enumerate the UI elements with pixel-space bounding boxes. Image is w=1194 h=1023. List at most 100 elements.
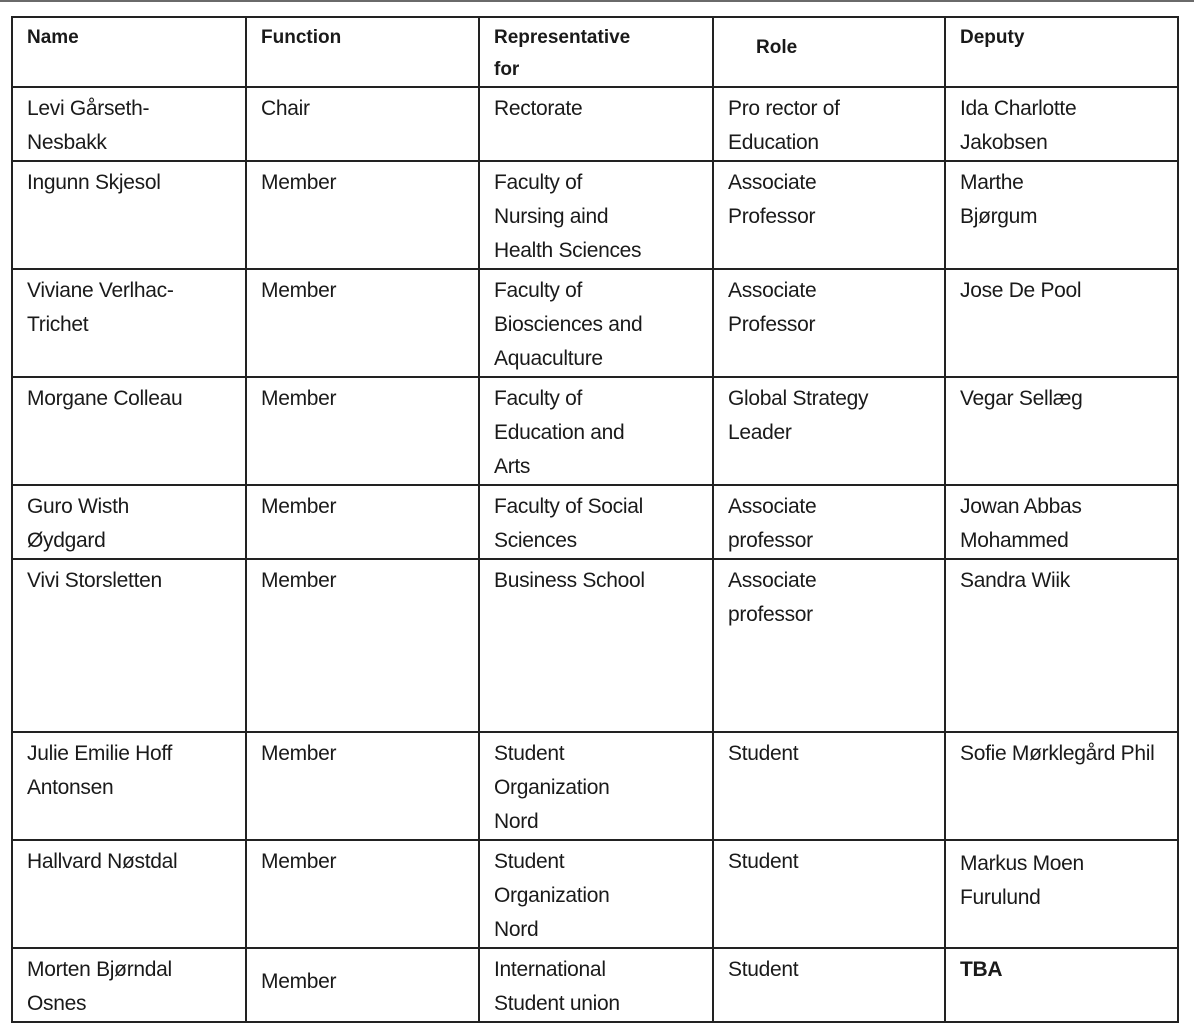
cell-text: Levi Gårseth- bbox=[27, 97, 150, 120]
cell-text: Organization bbox=[494, 884, 610, 907]
cell-name: Hallvard Nøstdal bbox=[11, 839, 247, 949]
cell-text: Professor bbox=[728, 313, 816, 336]
header-row: Name Function Representative for Role Deputy bbox=[11, 16, 1179, 88]
cell-text: professor bbox=[728, 603, 813, 626]
cell-text: Biosciences and bbox=[494, 313, 643, 336]
cell-text: Global Strategy bbox=[728, 387, 869, 410]
cell-text: Student bbox=[494, 742, 565, 765]
cell-representative-for: Faculty of Nursing aind Health Sciences bbox=[478, 160, 714, 270]
table-row: Vivi Storsletten Member Business School Ass… bbox=[11, 558, 1179, 733]
cell-text: Business School bbox=[494, 569, 645, 592]
column-header-function: Function bbox=[245, 16, 480, 88]
header-text: Deputy bbox=[960, 27, 1025, 48]
cell-text: Associate bbox=[728, 279, 817, 302]
cell-text: Professor bbox=[728, 205, 816, 228]
cell-text: Member bbox=[261, 850, 337, 873]
cell-text: Faculty of bbox=[494, 171, 583, 194]
cell-text: Rectorate bbox=[494, 97, 583, 120]
cell-text: Chair bbox=[261, 97, 310, 120]
header-text: Name bbox=[27, 27, 79, 48]
cell-text: Student bbox=[494, 850, 565, 873]
cell-role: Student bbox=[712, 947, 946, 1023]
cell-name: Morgane Colleau bbox=[11, 376, 247, 486]
cell-text: Member bbox=[261, 569, 337, 592]
cell-text: Organization bbox=[494, 776, 610, 799]
cell-function: Member bbox=[245, 376, 480, 486]
cell-text: professor bbox=[728, 529, 813, 552]
cell-text: Osnes bbox=[27, 992, 87, 1015]
cell-text: Morgane Colleau bbox=[27, 387, 183, 410]
page-top-rule bbox=[0, 0, 1194, 2]
cell-text: Faculty of bbox=[494, 279, 583, 302]
cell-text: Sofie Mørklegård Phil bbox=[960, 742, 1155, 765]
cell-text: Arts bbox=[494, 455, 531, 478]
table-row: Morgane Colleau Member Faculty of Education… bbox=[11, 376, 1179, 486]
table-row: Guro Wisth Øydgard Member Faculty of Social… bbox=[11, 484, 1179, 560]
cell-name: Guro Wisth Øydgard bbox=[11, 484, 247, 560]
cell-representative-for: Student Organization Nord bbox=[478, 731, 714, 841]
cell-name: Levi Gårseth- Nesbakk bbox=[11, 86, 247, 162]
cell-name: Morten Bjørndal Osnes bbox=[11, 947, 247, 1023]
cell-text: Nursing aind bbox=[494, 205, 609, 228]
cell-text: Nesbakk bbox=[27, 131, 107, 154]
cell-deputy: Marthe Bjørgum bbox=[944, 160, 1179, 270]
cell-text: Viviane Verlhac- bbox=[27, 279, 174, 302]
cell-text: Nord bbox=[494, 918, 539, 941]
cell-role: Pro rector of Education bbox=[712, 86, 946, 162]
cell-text: Julie Emilie Hoff bbox=[27, 742, 173, 765]
cell-text: Member bbox=[261, 171, 337, 194]
cell-text: Vegar Sellæg bbox=[960, 387, 1083, 410]
header-text: Function bbox=[261, 27, 342, 48]
cell-role: Student bbox=[712, 731, 946, 841]
cell-representative-for: Faculty of Biosciences and Aquaculture bbox=[478, 268, 714, 378]
table-row: Hallvard Nøstdal Member Student Organizatio… bbox=[11, 839, 1179, 949]
cell-deputy: Sandra Wiik bbox=[944, 558, 1179, 733]
cell-function: Member bbox=[245, 731, 480, 841]
cell-text: Vivi Storsletten bbox=[27, 569, 162, 592]
cell-deputy: Markus Moen Furulund bbox=[944, 839, 1179, 949]
cell-text: Health Sciences bbox=[494, 239, 642, 262]
column-header-role: Role bbox=[712, 16, 946, 88]
cell-text: Hallvard Nøstdal bbox=[27, 850, 178, 873]
cell-deputy: Jose De Pool bbox=[944, 268, 1179, 378]
cell-deputy: Vegar Sellæg bbox=[944, 376, 1179, 486]
cell-text: Marthe bbox=[960, 171, 1024, 194]
cell-name: Viviane Verlhac- Trichet bbox=[11, 268, 247, 378]
table-row: Julie Emilie Hoff Antonsen Member Student Or… bbox=[11, 731, 1179, 841]
cell-text: Member bbox=[261, 970, 337, 993]
cell-function: Member bbox=[245, 558, 480, 733]
cell-function: Member bbox=[245, 268, 480, 378]
cell-text: Faculty of bbox=[494, 387, 583, 410]
cell-function: Member bbox=[245, 839, 480, 949]
cell-text: Associate bbox=[728, 569, 817, 592]
cell-deputy: Sofie Mørklegård Phil bbox=[944, 731, 1179, 841]
header-text: for bbox=[494, 59, 520, 80]
cell-text: Jowan Abbas bbox=[960, 495, 1082, 518]
cell-role: Associate Professor bbox=[712, 160, 946, 270]
cell-text: TBA bbox=[960, 958, 1003, 981]
cell-representative-for: Student Organization Nord bbox=[478, 839, 714, 949]
cell-role: Associate Professor bbox=[712, 268, 946, 378]
cell-text: Associate bbox=[728, 495, 817, 518]
cell-function: Chair bbox=[245, 86, 480, 162]
cell-text: Trichet bbox=[27, 313, 89, 336]
cell-representative-for: Faculty of Social Sciences bbox=[478, 484, 714, 560]
cell-text: Markus Moen bbox=[960, 852, 1084, 875]
table-row: Morten Bjørndal Osnes Member International S… bbox=[11, 947, 1179, 1023]
cell-text: Student bbox=[728, 958, 799, 981]
cell-text: Faculty of Social bbox=[494, 495, 643, 518]
cell-role: Global Strategy Leader bbox=[712, 376, 946, 486]
cell-text: Ida Charlotte bbox=[960, 97, 1077, 120]
cell-text: Student bbox=[728, 742, 799, 765]
cell-name: Ingunn Skjesol bbox=[11, 160, 247, 270]
committee-members-table: Name Function Representative for Role Deputy … bbox=[11, 16, 1179, 1023]
column-header-representative-for: Representative for bbox=[478, 16, 714, 88]
cell-text: Bjørgum bbox=[960, 205, 1038, 228]
cell-function: Member bbox=[245, 484, 480, 560]
cell-text: Student bbox=[728, 850, 799, 873]
column-header-name: Name bbox=[11, 16, 247, 88]
cell-representative-for: Faculty of Education and Arts bbox=[478, 376, 714, 486]
cell-text: Nord bbox=[494, 810, 539, 833]
cell-representative-for: Business School bbox=[478, 558, 714, 733]
cell-text: Member bbox=[261, 742, 337, 765]
